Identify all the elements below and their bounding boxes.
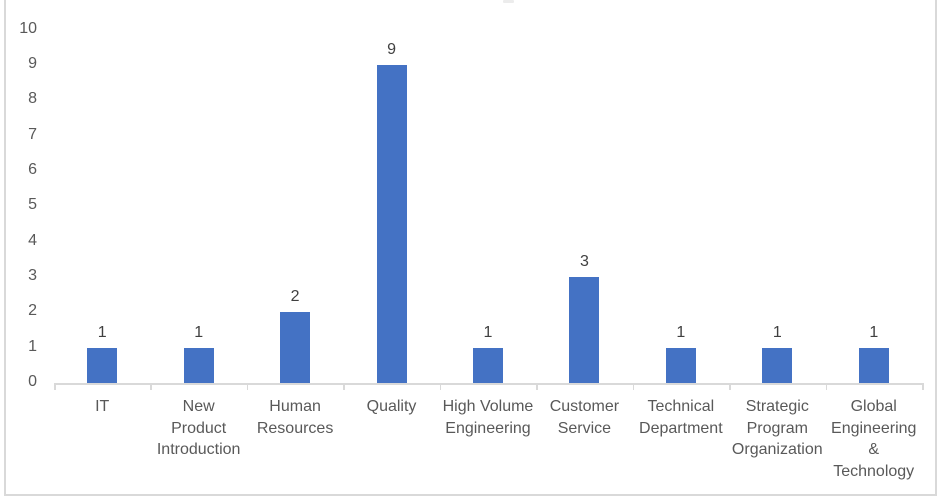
category-label-line: Technical [647,398,715,415]
bar-value-label: 1 [869,323,879,341]
bar-it [87,347,118,383]
bar-new-product-introduction [183,347,214,383]
bar-global-engineering-technology [858,347,889,383]
bar-value-label: 1 [676,323,686,341]
bar-high-volume-engineering [473,347,503,383]
category-label-quality: Quality [343,396,439,482]
category-label-line: Service [557,419,612,437]
category-label-line: Engineering [445,419,531,437]
category-label-line: Technology [833,462,915,480]
category-label-line: Program [746,419,808,437]
x-axis-tick [150,383,152,390]
bar-customer-service [569,277,600,383]
chart-frame [4,0,937,496]
x-axis-line [54,383,922,385]
category-label-line: Global [850,398,897,415]
y-tick-label: 0 [28,373,37,390]
x-axis-tick [729,383,731,390]
category-label-line: Resources [256,419,334,437]
y-tick-label: 4 [28,231,37,249]
category-label-strategic-program-organization: Strategic Program Organization [729,396,825,482]
bar-value-label: 1 [194,323,204,341]
bar-value-label: 3 [579,253,589,270]
bar-value-label: 1 [483,323,493,341]
y-tick-label: 1 [28,337,37,355]
bar-quality [376,65,407,383]
category-label-customer-service: Customer Service [536,396,632,482]
y-tick-label: 7 [28,125,37,143]
x-axis-tick [54,383,56,390]
bar-strategic-program-organization [762,347,793,383]
x-axis-tick [439,383,442,390]
category-label-line: New [182,398,215,415]
y-tick-label: 2 [28,302,37,320]
category-label-line: Department [639,419,723,437]
x-axis-tick [343,383,345,390]
bar-value-label: 1 [97,323,107,341]
category-label-line: Engineering [831,419,917,437]
category-label-technical-department: Technical Department [633,396,729,482]
category-label-human-resources: Human Resources [247,396,343,482]
category-label-line: Product [171,419,227,437]
category-label-line: & [868,441,880,458]
x-axis-tick [632,383,635,390]
y-tick-label: 5 [28,196,37,214]
category-label-line: Quality [366,398,417,415]
category-label-line: Introduction [156,441,241,458]
category-label-line: Organization [731,441,823,458]
y-tick-label: 6 [28,160,37,178]
y-tick-label: 9 [28,54,37,72]
category-label-line: Human [269,398,321,415]
cropped-title-remnant [503,0,514,3]
category-label-high-volume-engineering: High Volume Engineering [440,396,536,482]
category-label-global-engineering-technology: Global Engineering & Technology [826,396,922,482]
category-label-it: IT [54,396,150,482]
category-label-line: Strategic [745,398,809,415]
y-tick-label: 8 [28,90,37,108]
x-axis-tick [825,383,828,390]
x-axis-tick [246,383,249,390]
category-label-line: IT [95,398,110,415]
x-axis-tick [922,383,924,390]
bar-value-label: 9 [387,41,396,59]
bar-human-resources [280,312,311,383]
y-tick-label: 3 [28,266,37,284]
bar-technical-department [665,347,696,383]
category-label-new-product-introduction: New Product Introduction [150,396,246,482]
bar-value-label: 2 [290,288,300,306]
x-axis-labels: IT New Product Introduction Human Resources Qu… [54,396,922,482]
y-tick-label: 10 [19,19,37,37]
category-label-line: Customer [549,398,620,415]
bar-value-label: 1 [772,323,782,341]
category-label-line: High Volume [442,398,534,415]
x-axis-tick [536,383,538,390]
